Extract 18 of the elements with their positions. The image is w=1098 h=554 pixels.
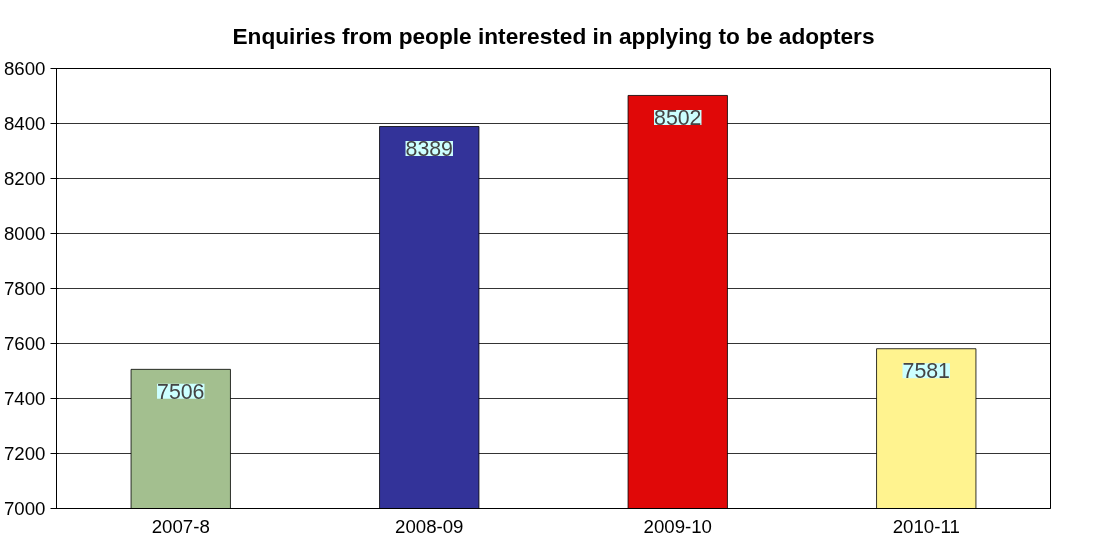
y-tick-label: 7600 [4, 333, 46, 354]
y-tick-label: 8200 [4, 168, 46, 189]
x-tick-label: 2008-09 [395, 515, 464, 537]
x-tick-label: 2010-11 [892, 515, 960, 537]
x-tick-label: 2009-10 [643, 515, 712, 537]
y-tick-label: 7000 [4, 498, 46, 519]
data-label: 8502 [654, 105, 702, 130]
y-tick-label: 8000 [4, 223, 46, 244]
y-tick-label: 7800 [4, 278, 46, 299]
data-label: 8389 [405, 137, 453, 162]
y-tick-label: 7200 [4, 443, 46, 464]
x-tick-label: 2007-8 [151, 515, 210, 537]
data-label: 7581 [902, 359, 950, 384]
data-label: 7506 [157, 379, 205, 404]
chart-title: Enquiries from people interested in applying to be adopters [232, 22, 875, 49]
y-tick-label: 8400 [4, 113, 46, 134]
y-tick-label: 7400 [4, 388, 46, 409]
y-tick-label: 8600 [4, 58, 46, 79]
